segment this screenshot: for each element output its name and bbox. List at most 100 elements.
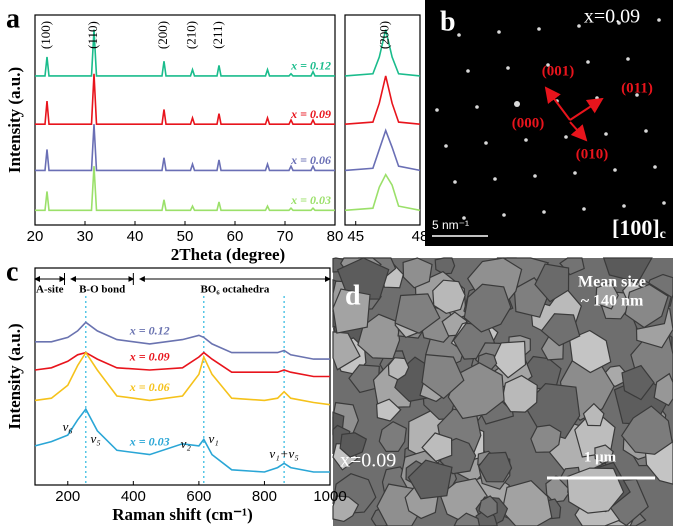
spot bbox=[484, 141, 488, 145]
diffraction-spots bbox=[435, 18, 666, 220]
spot bbox=[577, 24, 581, 28]
x-axis-label: Raman shift (cm⁻¹) bbox=[112, 505, 253, 524]
spot bbox=[537, 27, 541, 31]
y-axis-label: Intensity (a.u.) bbox=[5, 67, 24, 173]
spot-label: (000) bbox=[512, 115, 545, 131]
spot bbox=[622, 204, 626, 208]
arrow bbox=[544, 86, 571, 121]
spot bbox=[497, 30, 501, 34]
grain bbox=[653, 372, 673, 407]
series-line bbox=[35, 73, 335, 125]
x-tick-label: 50 bbox=[177, 228, 194, 245]
grain bbox=[602, 257, 653, 283]
grain bbox=[336, 257, 390, 300]
x-tick-label: 70 bbox=[277, 228, 294, 245]
region-label: A-site bbox=[36, 284, 64, 296]
spot bbox=[604, 132, 608, 136]
spot bbox=[613, 168, 617, 172]
grain bbox=[595, 281, 619, 310]
spot bbox=[662, 201, 666, 205]
spot bbox=[564, 135, 568, 139]
series-line bbox=[344, 75, 421, 125]
arrow bbox=[569, 97, 604, 121]
spot bbox=[533, 174, 537, 178]
series-line bbox=[344, 128, 421, 172]
grain bbox=[387, 357, 410, 381]
spot bbox=[435, 108, 439, 112]
grain bbox=[421, 432, 453, 462]
series-line bbox=[34, 407, 330, 473]
spot bbox=[444, 144, 448, 148]
grain bbox=[434, 257, 456, 275]
peak-label: (110) bbox=[85, 21, 100, 49]
grain bbox=[594, 444, 614, 465]
grain bbox=[463, 283, 512, 333]
x-tick-label: 20 bbox=[27, 228, 44, 245]
grain bbox=[530, 424, 562, 453]
spot bbox=[506, 66, 510, 70]
spot bbox=[524, 138, 528, 142]
series-label: x = 0.06 bbox=[129, 380, 170, 394]
scale-bar-label: 1 μm bbox=[584, 449, 617, 465]
series-line bbox=[344, 29, 421, 77]
grain bbox=[332, 495, 360, 523]
spot bbox=[462, 216, 466, 220]
spot bbox=[595, 96, 599, 100]
series-line bbox=[35, 166, 335, 212]
spot bbox=[493, 177, 497, 181]
grain bbox=[332, 331, 361, 371]
series-line bbox=[344, 172, 421, 212]
mean-size: Mean size bbox=[578, 274, 646, 291]
grain bbox=[453, 512, 481, 526]
spot bbox=[546, 63, 550, 67]
panel-letter: c bbox=[6, 256, 18, 287]
series-label: x = 0.12 bbox=[290, 59, 331, 73]
spot bbox=[542, 210, 546, 214]
spot bbox=[573, 171, 577, 175]
grain bbox=[332, 288, 371, 334]
zone-axis-subscript: c bbox=[660, 227, 666, 242]
peak-label: (211) bbox=[210, 21, 225, 49]
grain bbox=[534, 263, 570, 303]
scale-bar-label: 5 nm⁻¹ bbox=[432, 218, 469, 232]
grains bbox=[332, 257, 673, 526]
peak-label: (200) bbox=[155, 21, 170, 49]
peak-label: ν₆ bbox=[63, 419, 73, 434]
grain bbox=[621, 364, 655, 401]
grain bbox=[491, 340, 527, 379]
grain bbox=[378, 420, 407, 452]
series-line bbox=[35, 321, 330, 360]
spot bbox=[582, 207, 586, 211]
series-label: x = 0.03 bbox=[129, 434, 170, 448]
y-axis-label: Intensity (a.u.) bbox=[5, 323, 24, 429]
panel-letter: d bbox=[345, 280, 361, 311]
grain bbox=[402, 257, 433, 289]
grain bbox=[624, 283, 669, 329]
region-label: BO₆ octahedra bbox=[200, 284, 269, 296]
grain bbox=[582, 402, 605, 427]
grain bbox=[478, 495, 498, 518]
spot bbox=[514, 101, 520, 107]
x-tick-label: 40 bbox=[127, 228, 144, 245]
peak-label: (210) bbox=[183, 21, 198, 49]
x-tick-label: 30 bbox=[77, 228, 94, 245]
x-tick-label: 45 bbox=[347, 228, 364, 245]
spot bbox=[466, 69, 470, 73]
grain bbox=[394, 293, 441, 334]
x-tick-label: 400 bbox=[121, 488, 146, 505]
region-label: B-O bond bbox=[79, 284, 125, 296]
saed-panel: b x=0.09 (001) (011) (000) (010) 5 nm⁻¹ … bbox=[425, 0, 673, 246]
spot-label: (010) bbox=[576, 146, 609, 162]
composition: x=0.09 bbox=[584, 6, 640, 28]
charts: 20 30 40 50 60 70 80 2Theta (degree) Intensity (… bbox=[5, 3, 428, 523]
spot bbox=[657, 18, 661, 22]
grain bbox=[375, 398, 402, 422]
spot bbox=[635, 93, 639, 97]
zone-axis: [100]c bbox=[612, 215, 666, 242]
x-tick-label: 60 bbox=[227, 228, 244, 245]
grain bbox=[540, 313, 581, 347]
spot bbox=[644, 129, 648, 133]
peak-label: ν₂ bbox=[181, 436, 192, 451]
peak-label: ν₅ bbox=[90, 431, 100, 446]
